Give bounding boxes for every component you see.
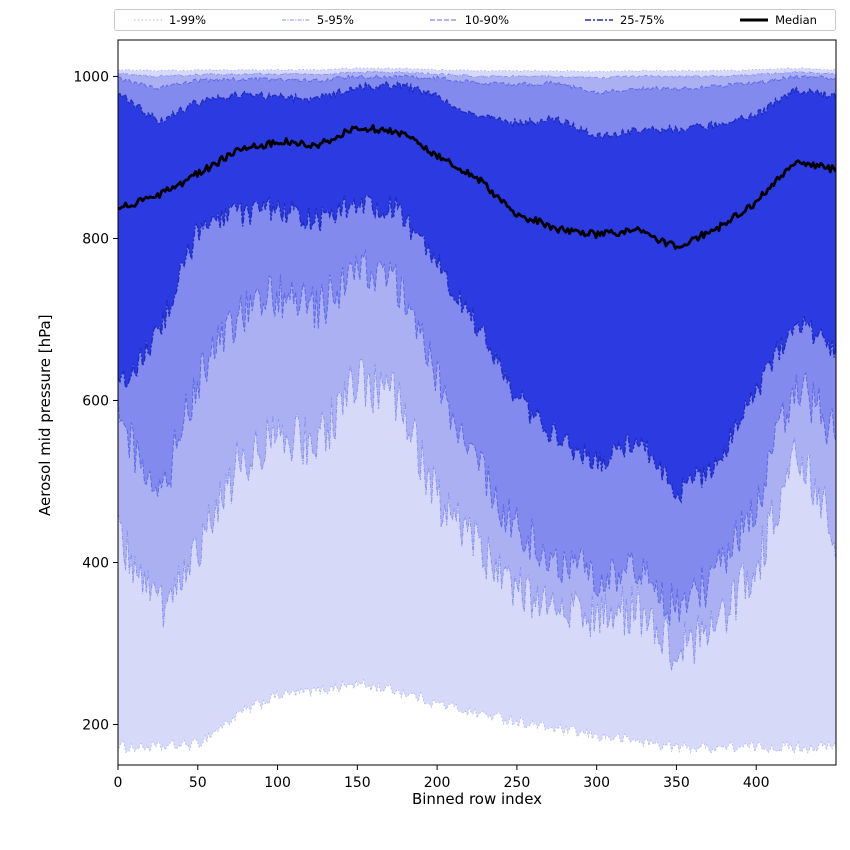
x-tick-label: 0 — [114, 775, 123, 791]
y-tick-label: 200 — [82, 717, 109, 733]
x-tick-label: 150 — [344, 775, 371, 791]
y-tick-label: 1000 — [73, 69, 109, 85]
x-tick-label: 400 — [743, 775, 770, 791]
x-tick-label: 300 — [583, 775, 610, 791]
x-tick-label: 200 — [424, 775, 451, 791]
legend-item-5-95-: 5-95% — [281, 13, 354, 27]
legend-label: 5-95% — [316, 13, 354, 27]
legend-item-10-90-: 10-90% — [429, 13, 509, 27]
x-axis-label: Binned row index — [411, 790, 543, 808]
percentile-line-p10 — [118, 249, 836, 626]
legend-line-sample-icon — [281, 19, 310, 21]
percentile-line-p75 — [118, 80, 836, 142]
y-tick-label: 800 — [82, 231, 109, 247]
legend-item-median: Median — [739, 13, 817, 27]
y-tick-label: 600 — [82, 393, 109, 409]
y-tick-label: 400 — [82, 555, 109, 571]
band-fill-25-75% — [118, 82, 836, 502]
plot-frame — [117, 39, 837, 766]
x-tick-label: 100 — [264, 775, 291, 791]
legend: 1-99% 5-95% 10-90% 25-75% Median — [114, 9, 836, 31]
legend-label: 10-90% — [464, 13, 510, 27]
x-tick-label: 50 — [189, 775, 207, 791]
percentile-line-p25 — [118, 194, 836, 504]
y-axis-label: Aerosol mid pressure [hPa] — [36, 314, 54, 516]
legend-line-sample-icon — [134, 19, 162, 21]
x-tick-label: 350 — [663, 775, 690, 791]
legend-line-sample-icon — [584, 19, 613, 21]
legend-line-sample-icon — [429, 19, 458, 21]
legend-label: Median — [775, 13, 817, 27]
percentile-line-p5 — [118, 358, 836, 671]
x-tick-label: 250 — [504, 775, 531, 791]
legend-label: 25-75% — [619, 13, 665, 27]
legend-item-1-99-: 1-99% — [133, 13, 206, 27]
median-line — [118, 124, 836, 250]
legend-line-sample-icon — [740, 18, 769, 22]
legend-label: 1-99% — [169, 13, 207, 27]
percentile-line-p90 — [118, 73, 836, 95]
legend-item-25-75-: 25-75% — [584, 13, 664, 27]
percentile-line-p95 — [118, 70, 836, 80]
